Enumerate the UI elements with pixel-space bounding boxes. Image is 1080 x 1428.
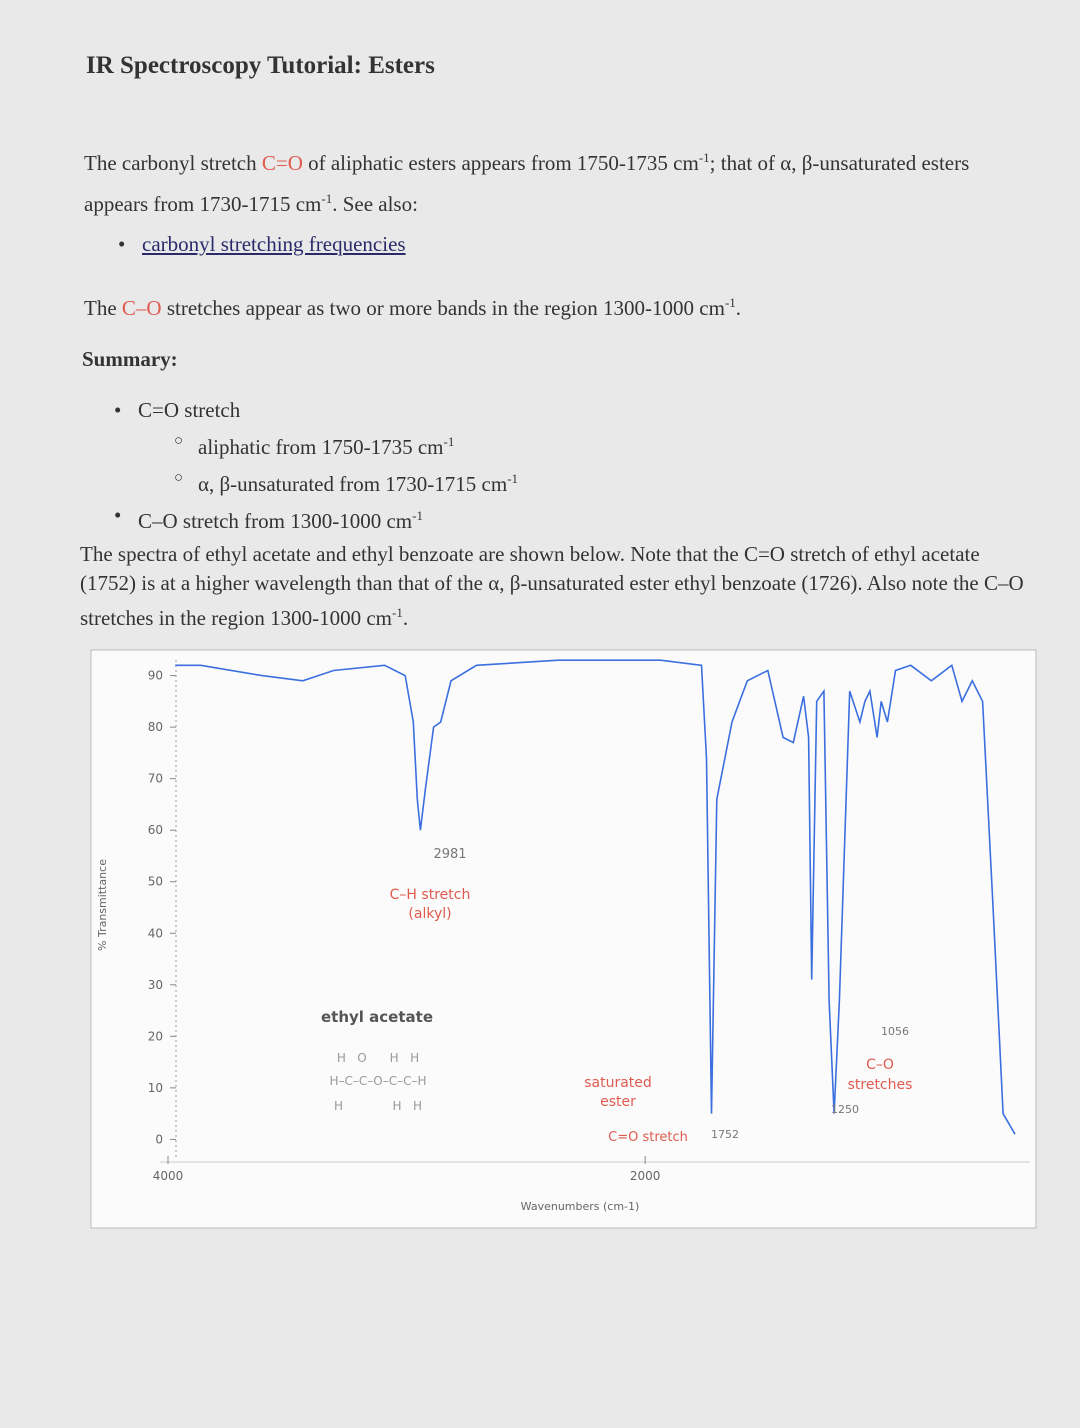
text-run: α, β-unsaturated from 1730-1715 cm [198, 472, 508, 496]
superscript: -1 [412, 508, 423, 523]
text-run: . [402, 606, 409, 630]
text-run: C–O [121, 296, 162, 320]
y-tick-label: 10 [148, 1081, 163, 1095]
annotation: C–O [866, 1057, 894, 1073]
y-tick-label: 20 [148, 1029, 163, 1043]
annotation: C–H stretch [390, 887, 471, 903]
superscript: -1 [321, 191, 333, 206]
annotation: 1056 [881, 1025, 909, 1038]
x-tick-label: 4000 [153, 1169, 184, 1183]
text-run: The [84, 296, 122, 320]
annotation: stretches [848, 1077, 913, 1093]
text-run: C=O stretch [138, 398, 241, 422]
annotation: saturated [584, 1075, 652, 1091]
annotation: 1752 [711, 1128, 739, 1141]
intro: The carbonyl stretch C=O of aliphatic es… [84, 140, 1034, 222]
page-title: IR Spectroscopy Tutorial: Esters [86, 52, 435, 79]
spectrum-line [175, 659, 1016, 1135]
y-tick-label: 90 [148, 669, 163, 683]
annotation: 1250 [831, 1103, 859, 1116]
chart-frame [90, 649, 1037, 1229]
spectra-note: The spectra of ethyl acetate and ethyl b… [80, 540, 1030, 633]
text-run: C–O stretch from 1300-1000 cm [138, 509, 413, 533]
annotation: H O H H [337, 1051, 419, 1065]
text-run: stretches appear as two or more bands in… [161, 296, 725, 320]
text-run: . See also: [332, 192, 418, 216]
annotation: ester [600, 1094, 636, 1110]
superscript: -1 [507, 471, 519, 486]
annotation: 2981 [433, 847, 466, 862]
y-tick-label: 0 [155, 1132, 163, 1146]
annotation: (alkyl) [408, 906, 451, 922]
y-tick-label: 50 [148, 875, 163, 889]
superscript: -1 [724, 295, 736, 310]
annotation: C=O stretch [608, 1130, 688, 1145]
annotation: H–C–C–O–C–C–H [329, 1074, 426, 1088]
y-tick-label: 80 [148, 720, 163, 734]
summary-subitem: aliphatic from 1750-1735 cm-1 [138, 426, 518, 463]
link[interactable]: carbonyl stretching frequencies [142, 232, 406, 256]
annotation: ethyl acetate [321, 1008, 433, 1026]
y-tick-label: 40 [148, 926, 163, 940]
superscript: -1 [443, 434, 455, 449]
see-also: carbonyl stretching frequencies [142, 227, 406, 262]
y-tick-label: 30 [148, 978, 163, 992]
summary-item: C–O stretch from 1300-1000 cm-1 [138, 500, 518, 537]
text-run: aliphatic from 1750-1735 cm [198, 435, 444, 459]
summary-list: C=O stretch aliphatic from 1750-1735 cm-1… [138, 395, 518, 537]
summary-heading: Summary: [82, 347, 178, 371]
superscript: -1 [392, 605, 403, 620]
text-run: of aliphatic esters appears from 1750-17… [302, 151, 699, 175]
y-tick-label: 70 [148, 772, 163, 786]
x-axis-label: Wavenumbers (cm-1) [521, 1200, 640, 1213]
annotation: H H H [334, 1099, 422, 1113]
text-run: . [735, 296, 742, 320]
text-run: ; that of α, β-unsaturated esters appear… [84, 151, 970, 216]
text-run: The carbonyl stretch [84, 151, 262, 175]
y-tick-label: 60 [148, 823, 163, 837]
summary-subitem: α, β-unsaturated from 1730-1715 cm-1 [138, 463, 518, 500]
y-axis-label: % Transmittance [96, 859, 109, 951]
superscript: -1 [698, 150, 710, 165]
co-note: The C–O stretches appear as two or more … [84, 285, 1034, 326]
text-run: The spectra of ethyl acetate and ethyl b… [80, 542, 1024, 630]
x-tick-label: 2000 [630, 1169, 661, 1183]
text-run: C=O [261, 151, 303, 175]
summary-item: C=O stretch [138, 395, 518, 426]
